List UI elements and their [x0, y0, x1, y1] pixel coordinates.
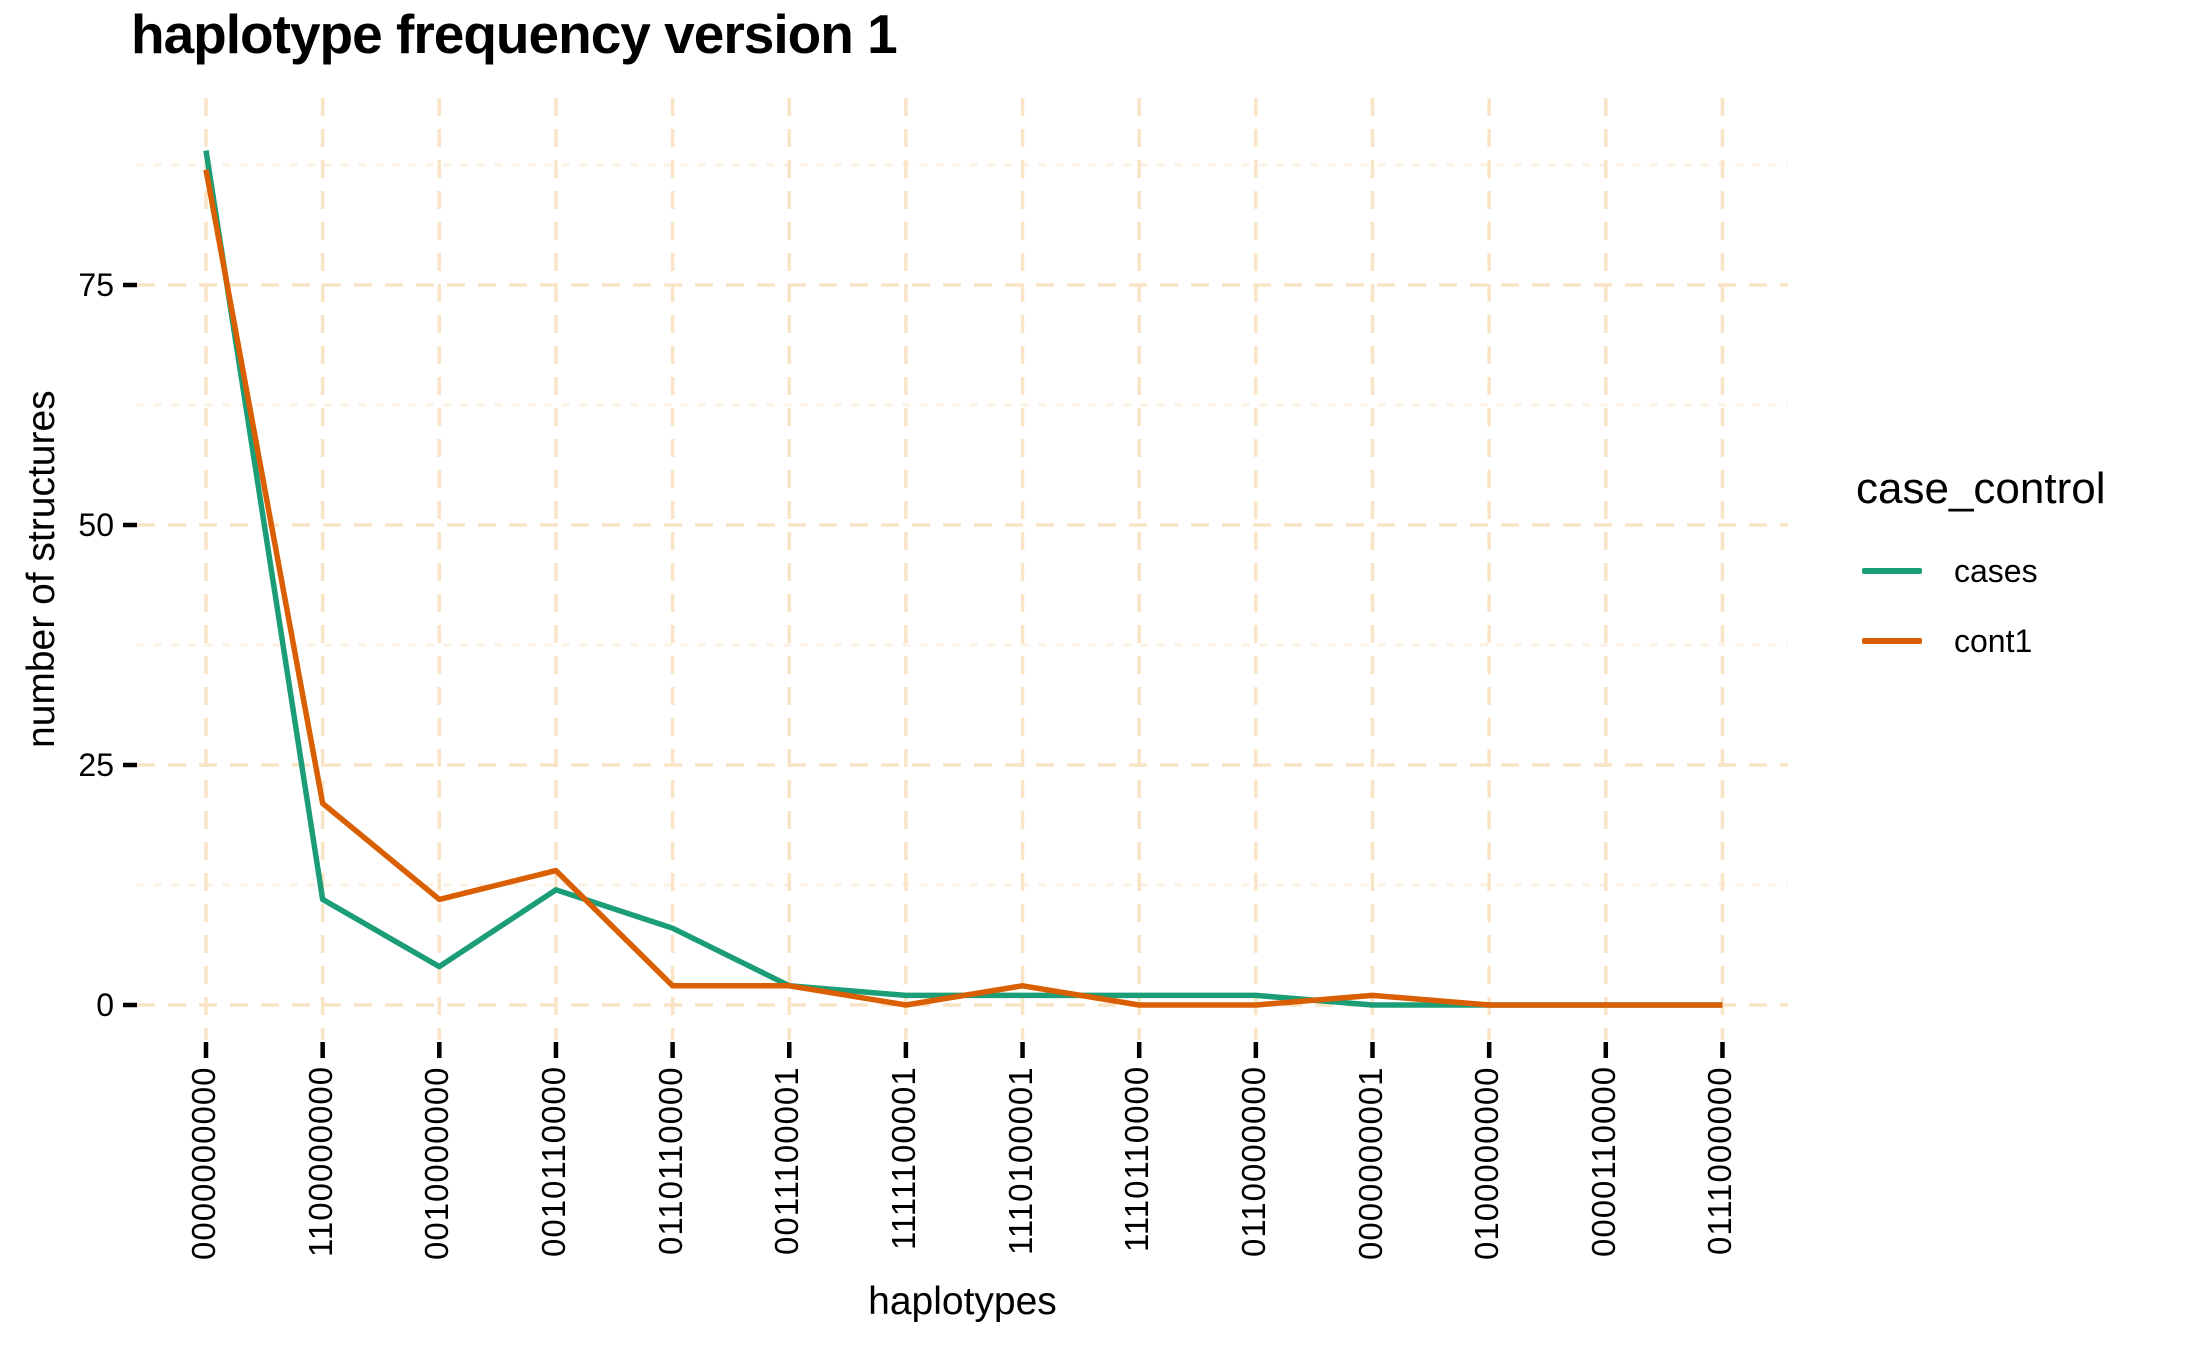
cases-line-swatch-icon: [1862, 568, 1922, 574]
x-axis-title: haplotypes: [868, 1280, 1057, 1323]
legend-title: case_control: [1856, 464, 2106, 513]
y-axis-title: number of structures: [20, 390, 63, 748]
series-line-cases: [203, 150, 1723, 1008]
chart-title: haplotype frequency version 1: [131, 3, 898, 65]
x-tick-label: 0110110000: [651, 1066, 689, 1255]
legend-item-cases: cases: [1856, 536, 2105, 606]
x-tick-label: 0011100001: [768, 1066, 806, 1255]
x-tick-label: 1100000000: [301, 1066, 339, 1258]
x-tick-label: 0000000000: [185, 1066, 222, 1260]
x-tick-label: 0111000000: [1701, 1066, 1739, 1255]
cont1-line-swatch-icon: [1862, 638, 1922, 644]
legend-label-cont1: cont1: [1954, 622, 2033, 659]
x-tick-label: 1110100001: [1001, 1066, 1039, 1255]
x-tick-label: 0100000000: [1468, 1066, 1506, 1260]
legend: case_control cases cont1: [1856, 462, 2105, 676]
x-tick-label: 1110110000: [1118, 1066, 1156, 1253]
legend-item-cont1: cont1: [1856, 606, 2105, 676]
x-tick-label: 0000110000: [1584, 1066, 1622, 1258]
x-tick-label: 0010110000: [534, 1066, 572, 1258]
legend-label-cases: cases: [1954, 552, 2038, 589]
y-tick-label: 25: [78, 747, 114, 783]
y-tick-label: 75: [78, 267, 114, 303]
x-tick-label: 0010000000: [418, 1066, 456, 1260]
y-tick-label: 50: [78, 507, 114, 543]
x-tick-label: 0000000001: [1351, 1066, 1389, 1260]
x-tick-label: 1111100001: [884, 1066, 922, 1250]
y-tick-label: 0: [96, 987, 114, 1023]
series-line-cont1: [203, 169, 1723, 1008]
legend-items: cases cont1: [1856, 536, 2105, 676]
x-tick-label: 0110000000: [1234, 1066, 1272, 1258]
